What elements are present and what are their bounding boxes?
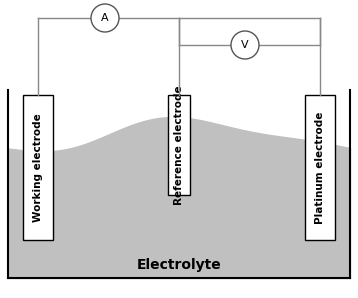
Text: Electrolyte: Electrolyte <box>137 258 221 272</box>
Text: V: V <box>241 40 249 50</box>
Circle shape <box>231 31 259 59</box>
FancyBboxPatch shape <box>305 95 335 240</box>
Text: A: A <box>101 13 109 23</box>
Text: Platinum electrode: Platinum electrode <box>315 111 325 224</box>
Text: Working electrode: Working electrode <box>33 113 43 222</box>
Text: Reference electrode: Reference electrode <box>174 85 184 205</box>
FancyBboxPatch shape <box>23 95 53 240</box>
Circle shape <box>91 4 119 32</box>
FancyBboxPatch shape <box>168 95 190 195</box>
